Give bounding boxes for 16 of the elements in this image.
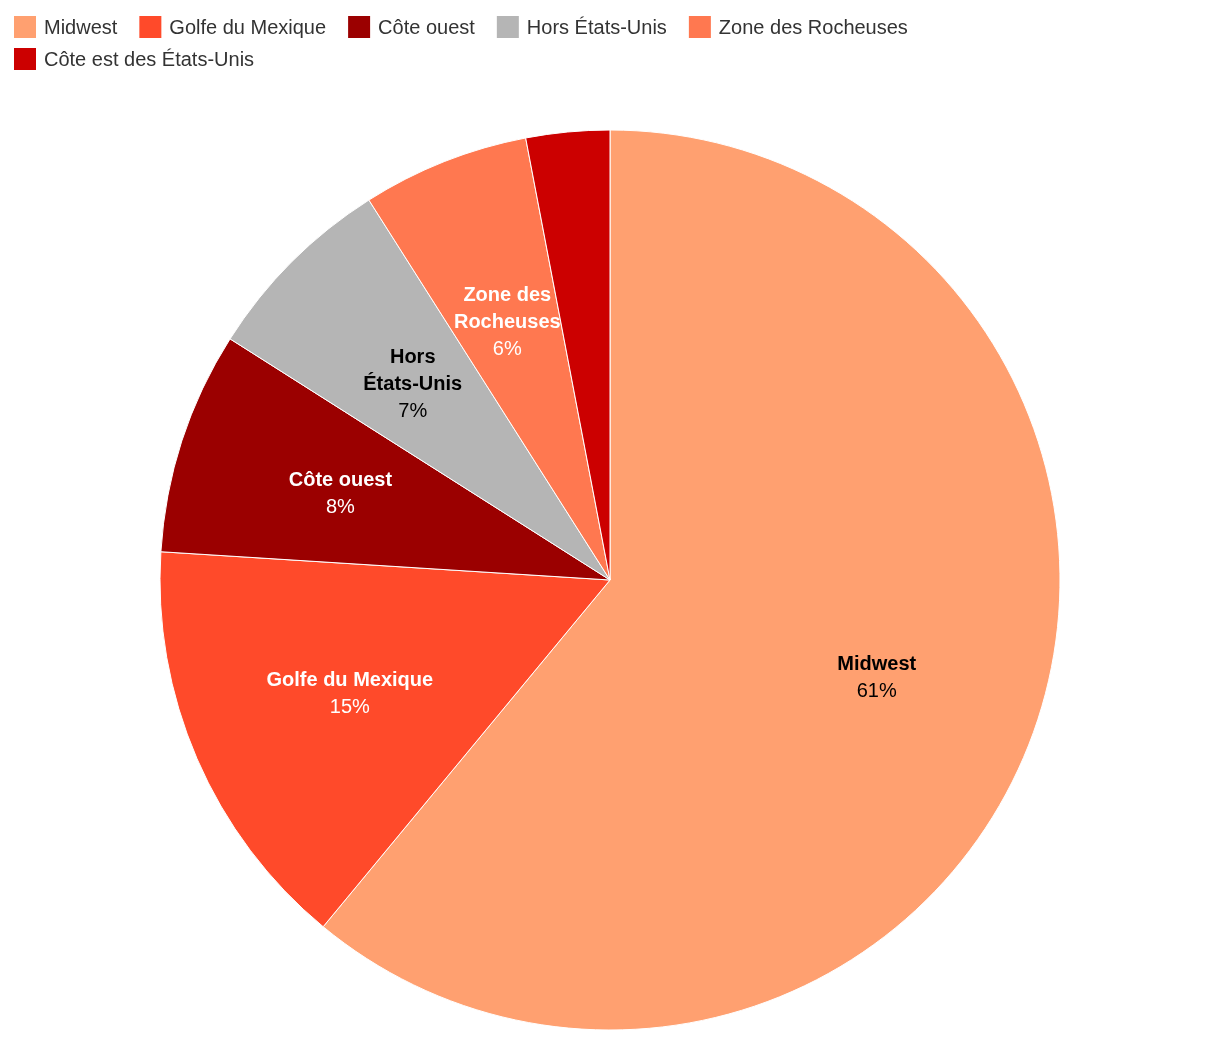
slice-label: Hors États-Unis [363,344,463,394]
legend-label: Hors États-Unis [526,16,667,38]
data-label: 15% [329,695,371,718]
slice-label: Zone des Rocheuses [453,282,561,332]
data-label: 8% [325,494,356,517]
data-label: 6% [492,336,522,359]
legend-label: Zone des Rocheuses [718,16,908,38]
slice-label: Côte ouest [288,467,393,490]
data-label: 7% [398,398,428,421]
slice-label: Midwest [837,651,917,674]
legend-label: Golfe du Mexique [169,16,327,38]
legend-label: Côte ouest [378,16,476,38]
legend-label: Midwest [44,16,118,38]
legend-label: Côte est des États-Unis [44,48,255,70]
slice-label: Golfe du Mexique [266,668,434,691]
data-label: 61% [856,678,897,701]
